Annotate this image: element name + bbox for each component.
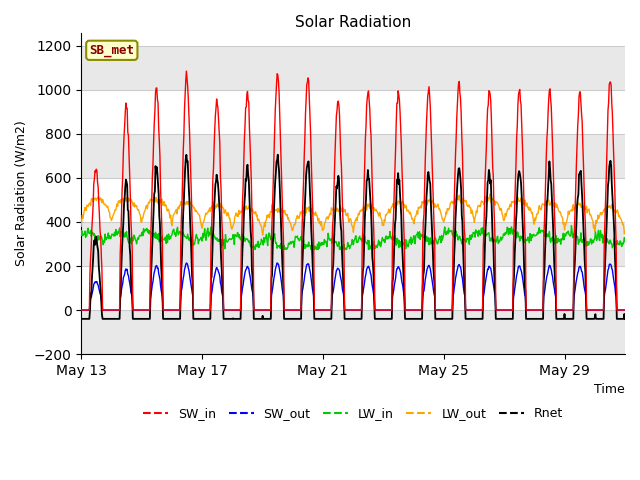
LW_out (486, 191, 494, 197)
Bar (81, 46, 625, 90)
SW_out (517, 267, 525, 273)
SW_out (386, 307, 394, 313)
Rnet (276, 181, 284, 187)
Rnet (305, 158, 312, 164)
Bar (81, 310, 625, 354)
SW_in (276, 109, 284, 115)
LW_out (97, 195, 104, 201)
LW_in (386, 228, 394, 234)
SW_in (621, 307, 629, 313)
SW_in (97, 234, 104, 240)
Line: LW_in: LW_in (81, 226, 625, 250)
Rnet (386, 316, 394, 322)
Bar (81, 222, 625, 266)
Rnet (621, 316, 629, 322)
Rnet (517, 180, 525, 186)
LW_out (276, 209, 284, 215)
SW_out (621, 307, 629, 313)
Rnet (274, 152, 282, 157)
SW_out (97, 292, 104, 298)
Legend: SW_in, SW_out, LW_in, LW_out, Rnet: SW_in, SW_out, LW_in, LW_out, Rnet (138, 402, 568, 425)
SW_in (77, 307, 85, 313)
SW_in (305, 78, 312, 84)
SW_out (77, 307, 85, 313)
LW_out (386, 210, 394, 216)
Rnet (77, 316, 85, 322)
LW_out (305, 204, 312, 210)
LW_out (621, 229, 629, 235)
LW_in (621, 239, 629, 244)
Text: SB_met: SB_met (90, 44, 134, 57)
SW_in (206, 307, 214, 313)
SW_out (305, 261, 312, 267)
LW_out (518, 203, 525, 208)
SW_in (182, 68, 190, 74)
LW_in (305, 239, 312, 245)
Rnet (97, 288, 104, 293)
SW_out (205, 307, 213, 313)
Line: SW_out: SW_out (81, 263, 625, 310)
X-axis label: Time: Time (595, 384, 625, 396)
SW_in (386, 307, 394, 313)
LW_in (97, 234, 104, 240)
SW_out (273, 260, 281, 266)
SW_in (517, 102, 525, 108)
LW_in (77, 232, 85, 238)
Line: Rnet: Rnet (81, 155, 625, 319)
LW_in (568, 223, 575, 228)
Line: SW_in: SW_in (81, 71, 625, 310)
LW_in (517, 234, 525, 240)
LW_out (205, 208, 213, 214)
LW_in (252, 247, 259, 252)
Rnet (205, 316, 213, 322)
LW_out (77, 223, 85, 229)
Title: Solar Radiation: Solar Radiation (295, 15, 412, 30)
Bar (81, 134, 625, 178)
LW_out (259, 232, 266, 238)
LW_in (276, 242, 284, 248)
Y-axis label: Solar Radiation (W/m2): Solar Radiation (W/m2) (15, 120, 28, 266)
Line: LW_out: LW_out (81, 194, 625, 235)
LW_in (205, 229, 213, 235)
SW_out (276, 268, 284, 274)
